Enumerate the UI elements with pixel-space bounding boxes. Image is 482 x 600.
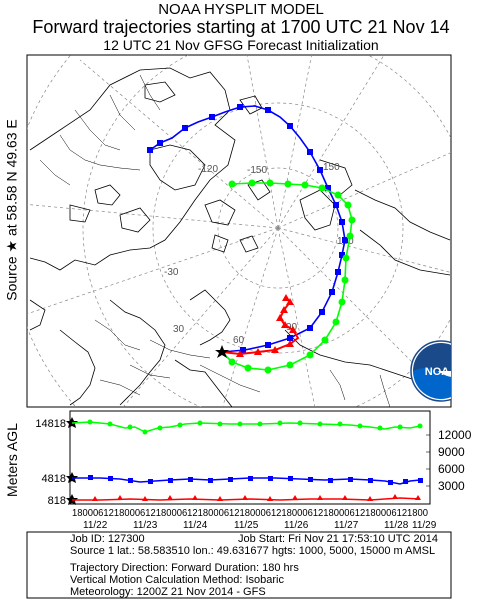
left-tick-14818: 14818 [35,418,66,430]
meteorology: Meteorology: 1200Z 21 Nov 2014 - GFS [70,586,266,598]
height-panel: 14818 4818 818 12000 9000 6000 3000 [35,410,472,531]
date-label-1128: 11/28 [384,520,409,531]
lon-label-neg120: -120 [198,164,218,175]
source-star-icon [215,345,229,358]
lon-label-neg30: -30 [164,267,179,278]
job-id: Job ID: 127300 [70,533,145,545]
height-left-ticks: 14818 4818 818 [35,418,66,507]
lon-label-30: 30 [173,324,185,335]
graticule [27,55,451,407]
left-tick-4818: 4818 [42,473,66,485]
country-borders [39,74,391,407]
map-content: -120 -150 150 120 -30 30 60 90 [27,55,457,407]
green-height-series [71,419,423,435]
blue-trajectory [147,104,348,353]
trajectory-title: Forward trajectories starting at 1700 UT… [32,17,450,37]
right-tick-12000: 12000 [438,428,472,442]
vertical-motion-method: Vertical Motion Calculation Method: Isob… [70,574,284,586]
model-title: NOAA HYSPLIT MODEL [158,1,324,18]
lon-label-90: 90 [286,322,298,333]
red-height-series [72,494,421,501]
date-label-1122: 11/22 [83,520,108,531]
lon-label-60: 60 [233,335,245,346]
red-trajectory [221,294,300,357]
source-details: Source 1 lat.: 58.583510 lon.: 49.631677… [70,545,436,557]
noaa-logo: NOAA [410,340,457,402]
height-panel-frame [69,410,431,505]
time-tick-labels: 1800061218000612180006121800061218000612… [72,508,428,519]
blue-height-series [72,475,423,485]
right-tick-9000: 9000 [438,445,465,459]
forecast-init-subtitle: 12 UTC 21 Nov GFSG Forecast Initializati… [103,37,379,53]
map-panel: -120 -150 150 120 -30 30 60 90 [26,54,457,408]
coastlines [29,67,451,407]
date-label-1126: 11/26 [284,520,309,531]
date-label-1127: 11/27 [334,520,359,531]
height-right-ticks: 12000 9000 6000 3000 [438,428,472,493]
date-label-1129: 11/29 [412,520,437,531]
lon-label-neg150: -150 [247,165,267,176]
left-tick-818: 818 [48,495,66,507]
job-start: Job Start: Fri Nov 21 17:53:10 UTC 2014 [238,533,438,545]
date-label-1124: 11/24 [183,520,208,531]
date-label-1123: 11/23 [133,520,158,531]
date-labels: 11/22 11/23 11/24 11/25 11/26 11/27 11/2… [83,520,437,531]
noaa-logo-text: NOAA [425,366,457,378]
map-frame [26,54,452,408]
lon-label-150: 150 [323,162,340,173]
right-tick-6000: 6000 [438,462,465,476]
info-box-frame [26,531,452,599]
right-tick-3000: 3000 [438,479,465,493]
green-trajectory [221,179,356,374]
date-label-1125: 11/25 [234,520,259,531]
trajectory-direction: Trajectory Direction: Forward Duration: … [70,562,299,574]
